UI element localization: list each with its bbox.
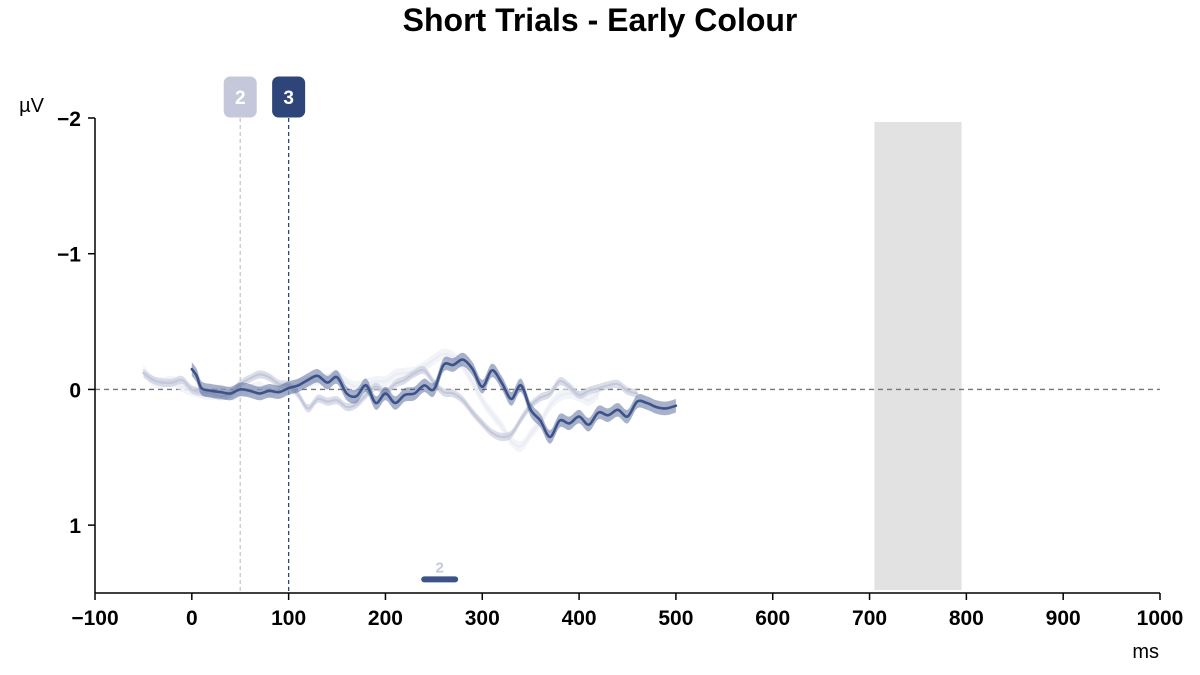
y-tick-label-2: 0 [69,379,81,402]
x-tick-label-3: 200 [368,607,403,630]
x-tick-label-0: −100 [71,607,118,630]
series-layer [142,348,678,453]
x-tick-label-6: 500 [658,607,693,630]
marker-label-3: 3 [283,88,294,109]
y-tick-label-1: −1 [57,244,81,267]
x-tick-label-4: 300 [465,607,500,630]
reference-lines [95,118,1160,593]
shaded-region [874,122,962,590]
significance-bars: 2 [421,559,459,583]
marker-badge-3 [272,76,306,118]
y-tick-label-0: −2 [57,108,81,131]
x-axis-unit: ms [1132,641,1159,663]
significance-label-2: 2 [436,559,444,576]
y-axis-unit: µV [19,95,45,117]
x-tick-label-5: 400 [562,607,597,630]
axes: −100 0 100 200 300 400 500 600 700 800 900 1000 −2 −1… [57,108,1183,630]
x-tick-label-1: 0 [186,607,198,630]
x-tick-label-7: 600 [755,607,790,630]
series-3-line [190,358,678,439]
x-tick-label-10: 900 [1046,607,1081,630]
x-tick-label-2: 100 [271,607,306,630]
series-2-line [142,368,639,439]
marker-label-2: 2 [235,88,246,109]
marker-badge-2 [223,76,257,118]
y-tick-label-3: 1 [69,515,81,538]
shaded-region-layer [874,122,962,590]
x-tick-label-9: 800 [949,607,984,630]
x-tick-label-11: 1000 [1137,607,1184,630]
chart-title: Short Trials - Early Colour [403,2,798,38]
x-tick-label-8: 700 [852,607,887,630]
series-3-band [191,352,676,444]
